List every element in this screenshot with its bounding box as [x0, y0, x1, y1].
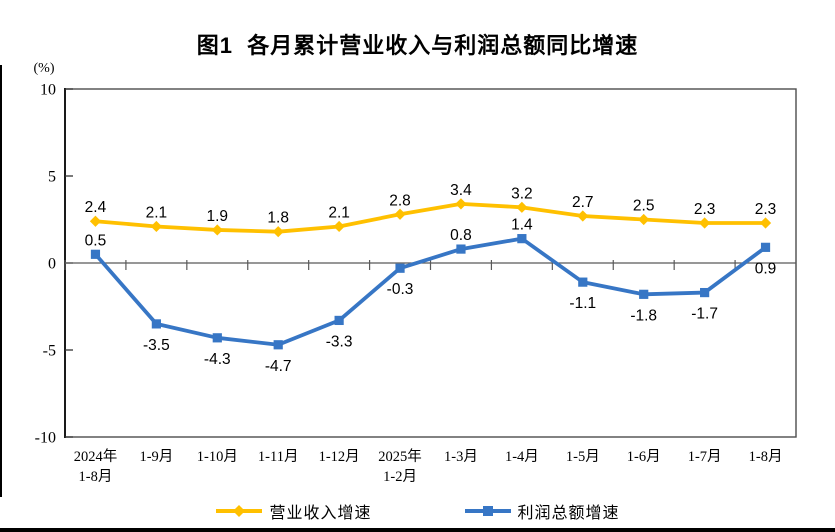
data-point-marker: [151, 319, 161, 329]
data-point-marker: [760, 242, 771, 252]
data-point-marker: [394, 208, 406, 220]
x-axis-label: 1-6月: [627, 449, 661, 465]
page-border-left: [0, 65, 2, 497]
data-point-marker: [638, 213, 650, 226]
data-label: 1.9: [207, 208, 229, 225]
data-label: 2.5: [633, 198, 655, 215]
x-axis-label: 1-7月: [688, 449, 722, 465]
data-point-marker: [395, 263, 405, 273]
chart-legend: 营业收入增速 利润总额增速: [0, 497, 835, 525]
x-axis-label: 1-10月: [197, 449, 238, 465]
data-label: -3.5: [143, 337, 170, 354]
data-label: 1.4: [511, 217, 533, 234]
x-axis-label: 1-9月: [139, 449, 173, 465]
data-label: 2.7: [572, 194, 594, 211]
x-axis-label: 1-5月: [566, 449, 600, 465]
y-axis-label: 5: [48, 169, 56, 186]
y-axis-label: -10: [35, 430, 56, 447]
x-axis-label: 2024年 1-8月: [74, 448, 118, 485]
y-axis-label: 10: [40, 82, 56, 99]
series-line-1: [93, 236, 768, 347]
data-label: 2.3: [755, 201, 777, 218]
x-axis-label: 1-12月: [319, 449, 360, 465]
data-point-marker: [578, 277, 588, 287]
y-axis-label: 0: [48, 256, 56, 273]
data-point-marker: [577, 210, 589, 222]
data-point-marker: [517, 234, 527, 244]
data-point-marker: [89, 215, 102, 227]
data-label: -1.7: [691, 306, 718, 323]
legend-label-revenue: 营业收入增速: [269, 505, 372, 522]
data-point-marker: [759, 217, 772, 229]
data-label: -4.3: [204, 351, 231, 368]
data-label: -1.8: [630, 307, 657, 324]
page-border-bottom: [0, 528, 835, 532]
data-label: -4.7: [265, 358, 292, 375]
data-point-marker: [456, 244, 466, 254]
legend-label-profit: 利润总额增速: [517, 505, 620, 522]
x-axis-label: 1-11月: [258, 449, 299, 465]
data-label: 1.8: [267, 210, 289, 227]
data-label: 3.4: [450, 182, 472, 199]
data-point-marker: [273, 340, 283, 350]
data-label: 0.9: [755, 260, 777, 277]
data-point-marker: [150, 220, 162, 233]
data-point-marker: [334, 315, 344, 326]
data-label: -3.3: [326, 333, 353, 350]
data-label: 0.5: [85, 232, 107, 249]
legend-item-revenue: 营业收入增速: [215, 499, 371, 523]
chart-plot-area: 10 5 0 -5 -10 2024年 1-8月 1-9月 1-10月 1-11月 1-12月 202…: [35, 82, 797, 485]
data-point-marker: [333, 220, 345, 233]
y-axis-label: -5: [43, 343, 56, 360]
data-label: 2.3: [694, 201, 716, 218]
data-label: 2.4: [85, 199, 107, 216]
data-point-marker: [455, 198, 467, 210]
data-point-marker: [212, 333, 222, 343]
x-axis-label: 2025年 1-2月: [378, 448, 422, 485]
data-point-marker: [700, 287, 710, 298]
data-point-marker: [699, 217, 711, 229]
data-label: 3.2: [511, 185, 533, 202]
data-label: -0.3: [387, 281, 414, 298]
y-axis-unit-label: (%): [33, 61, 55, 76]
data-point-marker: [639, 289, 649, 299]
x-axis-label: 1-8月: [749, 449, 783, 465]
data-point-marker: [516, 201, 528, 213]
data-point-marker: [272, 226, 284, 238]
data-point-marker: [90, 249, 101, 259]
profit-line-marker-icon: [464, 506, 511, 516]
data-label: 2.8: [389, 192, 411, 209]
data-label: 2.1: [328, 204, 350, 221]
series-line-0: [93, 201, 768, 234]
data-label: 2.1: [146, 204, 168, 221]
data-point-marker: [211, 224, 223, 236]
chart-title: 图1 各月累计营业收入与利润总额同比增速: [196, 33, 639, 58]
data-label: 0.8: [450, 227, 472, 244]
legend-item-profit: 利润总额增速: [464, 499, 620, 523]
data-label: -1.1: [569, 295, 596, 312]
x-axis-label: 1-3月: [444, 449, 478, 465]
x-axis-label: 1-4月: [505, 449, 539, 465]
revenue-line-marker-icon: [216, 505, 263, 517]
